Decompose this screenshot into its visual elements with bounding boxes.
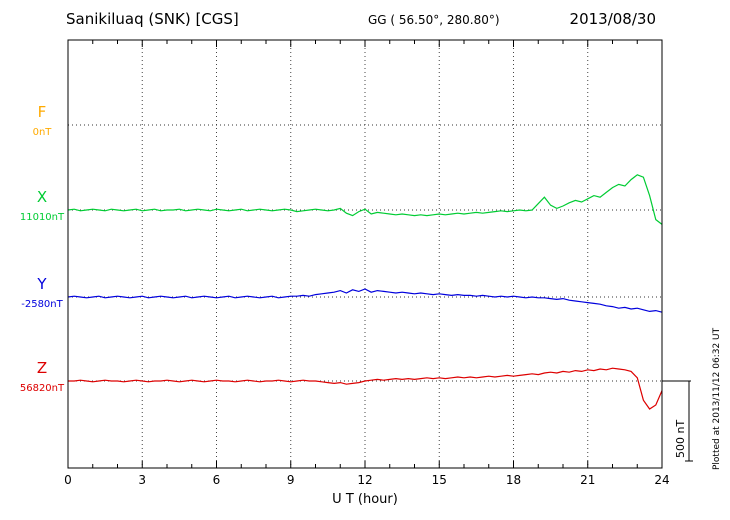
- x-tick-label: 12: [357, 473, 372, 487]
- x-tick-label: 0: [64, 473, 72, 487]
- x-tick-label: 24: [654, 473, 669, 487]
- channel-label-y: Y: [37, 275, 47, 293]
- scale-bar-label: 500 nT: [674, 419, 687, 458]
- geo-coordinates: GG ( 56.50°, 280.80°): [368, 13, 500, 27]
- x-tick-label: 9: [287, 473, 295, 487]
- channel-label-z: Z: [36, 359, 48, 377]
- x-tick-label: 3: [138, 473, 146, 487]
- plot-border: [67, 39, 663, 469]
- x-tick-label: 6: [213, 473, 221, 487]
- date-label: 2013/08/30: [569, 10, 656, 28]
- x-tick-label: 18: [506, 473, 521, 487]
- channel-baseline-f: 0nT: [32, 127, 52, 138]
- x-axis-title: U T (hour): [332, 492, 398, 507]
- channel-label-f: F: [37, 103, 47, 121]
- x-tick-label: 21: [580, 473, 595, 487]
- channel-label-x: X: [36, 188, 48, 206]
- plotted-at-note: Plotted at 2013/11/12 06:32 UT: [712, 327, 722, 470]
- trace-x: [67, 174, 663, 225]
- trace-z: [68, 367, 663, 410]
- trace-y: [67, 288, 663, 313]
- channel-baseline-y: -2580nT: [21, 299, 63, 310]
- channel-baseline-z: 56820nT: [19, 383, 65, 394]
- x-tick-label: 15: [432, 473, 447, 487]
- page-title: Sanikiluaq (SNK) [CGS]: [66, 10, 239, 28]
- channel-baseline-x: 11010nT: [19, 212, 65, 223]
